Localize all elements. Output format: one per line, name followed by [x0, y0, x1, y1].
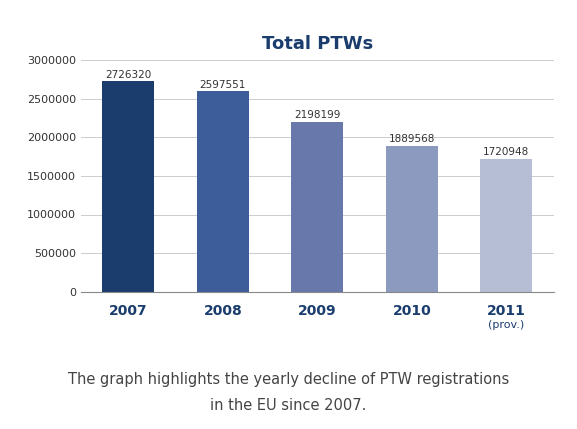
Text: 2597551: 2597551	[200, 80, 246, 90]
Text: 2008: 2008	[204, 305, 242, 318]
Bar	[291, 122, 343, 292]
Text: 2198199: 2198199	[294, 110, 340, 121]
Bar	[197, 91, 249, 292]
Text: (prov.): (prov.)	[488, 320, 524, 329]
Bar	[481, 159, 533, 292]
Text: 1889568: 1889568	[389, 134, 435, 144]
Text: 2010: 2010	[392, 305, 431, 318]
Bar	[386, 146, 438, 292]
Text: 1720948: 1720948	[484, 147, 530, 157]
Text: 2726320: 2726320	[105, 69, 151, 80]
Text: 2007: 2007	[109, 305, 148, 318]
Bar	[102, 81, 154, 292]
Text: The graph highlights the yearly decline of PTW registrations: The graph highlights the yearly decline …	[68, 372, 509, 387]
Title: Total PTWs: Total PTWs	[262, 35, 373, 53]
Text: 2009: 2009	[298, 305, 336, 318]
Text: 2011: 2011	[487, 305, 526, 318]
Text: in the EU since 2007.: in the EU since 2007.	[210, 398, 367, 413]
